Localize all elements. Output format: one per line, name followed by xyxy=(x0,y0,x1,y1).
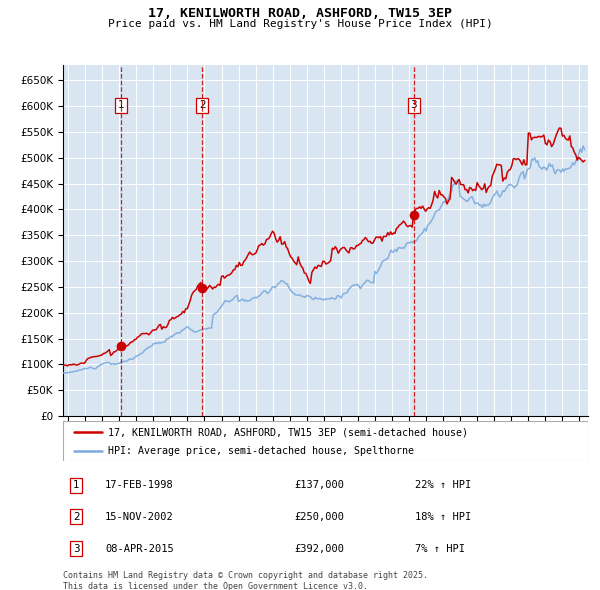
Text: £137,000: £137,000 xyxy=(294,480,344,490)
Text: 17, KENILWORTH ROAD, ASHFORD, TW15 3EP (semi-detached house): 17, KENILWORTH ROAD, ASHFORD, TW15 3EP (… xyxy=(107,428,467,438)
Text: 2: 2 xyxy=(199,100,206,110)
Text: 7% ↑ HPI: 7% ↑ HPI xyxy=(415,543,465,553)
Text: 18% ↑ HPI: 18% ↑ HPI xyxy=(415,512,471,522)
Text: 3: 3 xyxy=(410,100,417,110)
Text: 3: 3 xyxy=(73,543,79,553)
Text: 1: 1 xyxy=(118,100,125,110)
Text: 1: 1 xyxy=(73,480,79,490)
Text: 15-NOV-2002: 15-NOV-2002 xyxy=(105,512,174,522)
Text: HPI: Average price, semi-detached house, Spelthorne: HPI: Average price, semi-detached house,… xyxy=(107,447,413,456)
Text: £250,000: £250,000 xyxy=(294,512,344,522)
Text: 17-FEB-1998: 17-FEB-1998 xyxy=(105,480,174,490)
Text: 08-APR-2015: 08-APR-2015 xyxy=(105,543,174,553)
Text: Contains HM Land Registry data © Crown copyright and database right 2025.
This d: Contains HM Land Registry data © Crown c… xyxy=(63,571,428,590)
Text: 17, KENILWORTH ROAD, ASHFORD, TW15 3EP: 17, KENILWORTH ROAD, ASHFORD, TW15 3EP xyxy=(148,7,452,20)
Text: 2: 2 xyxy=(73,512,79,522)
Text: 22% ↑ HPI: 22% ↑ HPI xyxy=(415,480,471,490)
Text: Price paid vs. HM Land Registry's House Price Index (HPI): Price paid vs. HM Land Registry's House … xyxy=(107,19,493,29)
Text: £392,000: £392,000 xyxy=(294,543,344,553)
